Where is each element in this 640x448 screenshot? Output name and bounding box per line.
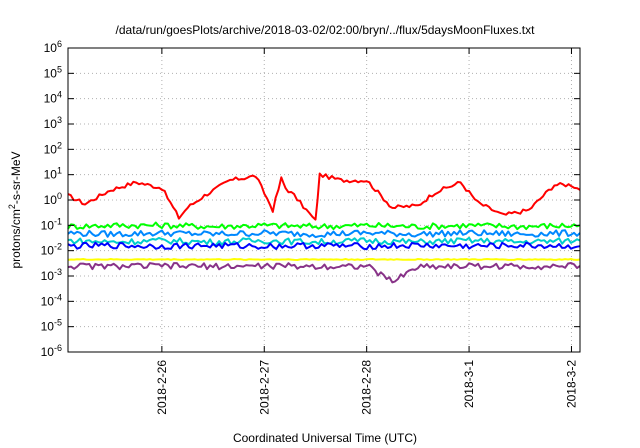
y-axis-label: protons/cm2-s-sr-MeV <box>7 151 23 268</box>
x-tick-label: 2018-2-26 <box>155 360 169 415</box>
chart-title: /data/run/goesPlots/archive/2018-03-02/0… <box>116 23 536 37</box>
x-tick-label: 2018-2-27 <box>257 360 271 415</box>
y-tick-label: 106 <box>44 39 62 55</box>
x-axis-label: Coordinated Universal Time (UTC) <box>233 431 417 445</box>
y-tick-label: 10-1 <box>41 216 62 232</box>
y-tick-label: 10-6 <box>41 343 62 359</box>
y-tick-label: 10-2 <box>41 242 62 258</box>
y-axis-label-rest: -s-sr-MeV <box>9 151 23 204</box>
series-lines <box>67 172 581 284</box>
y-tick-label: 10-3 <box>41 267 62 283</box>
x-tick-label: 2018-3-1 <box>462 360 476 408</box>
series-line-7 <box>67 262 581 284</box>
x-tick-labels: 2018-2-26 2018-2-27 2018-2-28 2018-3-1 2018-… <box>155 360 579 415</box>
series-line-3 <box>67 229 581 239</box>
series-line-1 <box>67 172 581 221</box>
axis-ticks <box>68 47 580 353</box>
y-tick-label: 101 <box>44 166 62 182</box>
series-line-4 <box>67 236 581 246</box>
series-line-2 <box>67 221 581 231</box>
y-tick-label: 100 <box>44 191 62 207</box>
series-line-6 <box>67 258 581 261</box>
y-axis-label-sup: 2 <box>7 204 17 209</box>
y-tick-label: 104 <box>44 90 62 106</box>
x-tick-label: 2018-3-2 <box>564 360 578 408</box>
y-tick-label: 105 <box>44 64 62 80</box>
series-line-5 <box>67 241 581 251</box>
grid <box>68 48 580 352</box>
y-tick-label: 102 <box>44 140 62 156</box>
y-tick-labels: 10-6 10-5 10-4 10-3 10-2 10-1 100 101 102 103 104 1… <box>41 39 62 359</box>
y-tick-label: 10-4 <box>41 292 62 308</box>
y-tick-label: 103 <box>44 115 62 131</box>
y-tick-label: 10-5 <box>41 318 62 334</box>
x-tick-label: 2018-2-28 <box>360 360 374 415</box>
y-axis-label-main: protons/cm <box>9 209 23 268</box>
